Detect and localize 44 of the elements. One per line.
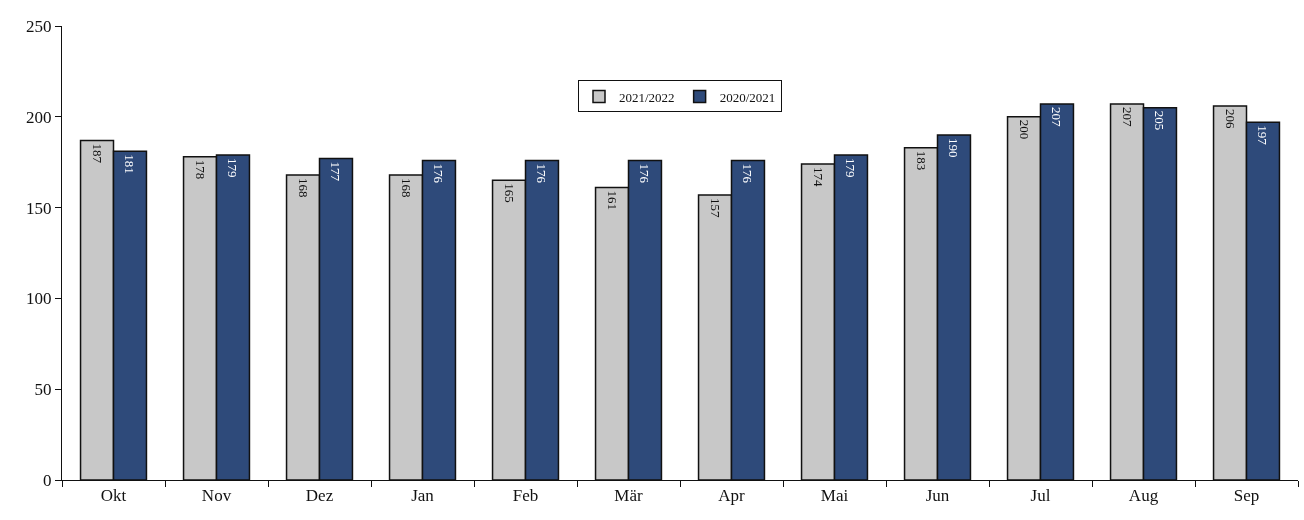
data-label: 183 — [913, 150, 929, 171]
y-tick-label: 250 — [26, 16, 52, 36]
data-label: 181 — [122, 154, 138, 174]
data-label: 179 — [225, 157, 241, 178]
data-label: 161 — [604, 190, 620, 211]
data-label: 178 — [192, 159, 208, 180]
data-label: 168 — [295, 177, 311, 198]
x-tick-label: Sep — [1233, 486, 1260, 506]
data-label: 207 — [1049, 107, 1065, 128]
data-label: 190 — [946, 137, 962, 158]
data-label: 176 — [534, 163, 550, 184]
data-label: 205 — [1152, 110, 1168, 131]
x-tick-label: Apr — [718, 486, 746, 506]
data-label: 157 — [707, 197, 723, 218]
data-label: 177 — [328, 161, 344, 182]
data-label: 207 — [1119, 107, 1135, 128]
x-tick-label: Nov — [201, 486, 232, 506]
y-tick-label: 100 — [26, 289, 52, 309]
y-tick-label: 150 — [26, 198, 52, 218]
data-label: 187 — [89, 143, 105, 164]
data-label: 197 — [1255, 125, 1271, 146]
data-label: 168 — [398, 177, 414, 198]
x-tick-label: Jan — [411, 486, 435, 506]
y-tick-label: 50 — [34, 380, 52, 400]
legend-label: 2021/2022 — [619, 89, 675, 105]
x-tick-label: Feb — [512, 486, 539, 506]
data-label: 165 — [501, 183, 517, 203]
x-tick-label: Mai — [820, 486, 849, 506]
y-tick-label: 200 — [26, 107, 52, 127]
x-tick-label: Jun — [925, 486, 950, 506]
x-tick-label: Mär — [614, 486, 643, 506]
x-tick-label: Okt — [100, 486, 127, 506]
x-tick-label: Jul — [1030, 486, 1051, 506]
data-label: 200 — [1016, 119, 1032, 140]
legend-label: 2020/2021 — [719, 89, 776, 105]
data-label: 206 — [1222, 108, 1238, 129]
data-label: 176 — [637, 163, 653, 184]
data-label: 176 — [431, 163, 447, 184]
x-tick-label: Aug — [1128, 486, 1159, 506]
data-label: 174 — [810, 167, 826, 188]
data-label: 179 — [843, 157, 859, 178]
x-tick-label: Dez — [305, 486, 334, 506]
data-label: 176 — [740, 163, 756, 184]
y-tick-label: 0 — [43, 470, 52, 490]
